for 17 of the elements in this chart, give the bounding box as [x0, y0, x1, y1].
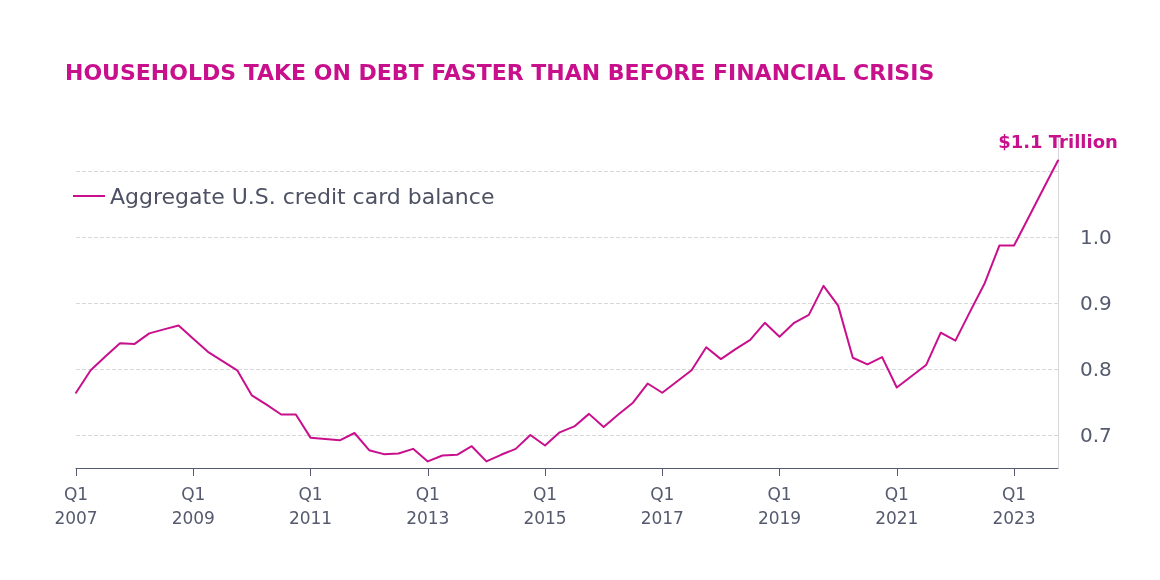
legend-label: Aggregate U.S. credit card balance — [110, 183, 495, 209]
y-tick-label: 1.0 — [1080, 225, 1112, 249]
line-series — [75, 159, 1059, 463]
chart-title: HOUSEHOLDS TAKE ON DEBT FASTER THAN BEFORE FINANCIAL CRISIS — [65, 59, 935, 85]
x-tick-label: Q1 2015 — [523, 484, 567, 528]
x-tick-label: Q1 2021 — [875, 484, 919, 528]
y-tick-label: 0.7 — [1080, 423, 1112, 447]
x-tick-label: Q1 2011 — [288, 484, 333, 528]
x-tick-label: Q1 2007 — [54, 484, 98, 528]
y-tick-label: 0.8 — [1080, 357, 1112, 381]
x-tick-label: Q1 2013 — [406, 484, 450, 528]
x-tick-label: Q1 2023 — [992, 484, 1036, 528]
x-tick-label: Q1 2009 — [171, 484, 215, 528]
x-tick-label: Q1 2017 — [640, 484, 684, 528]
x-tick-label: Q1 2019 — [757, 484, 802, 528]
y-tick-label: 0.9 — [1080, 291, 1112, 315]
annotation: $1.1 Trillion — [998, 130, 1118, 152]
